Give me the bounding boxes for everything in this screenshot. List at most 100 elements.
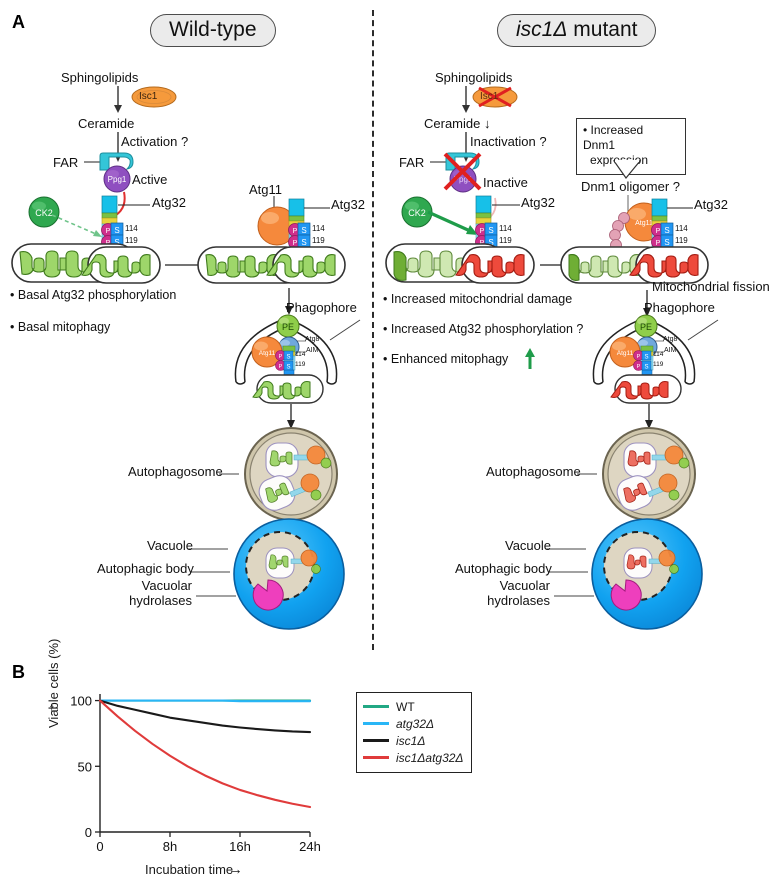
right-bullet-0: • Increased mitochondrial damage [383, 292, 573, 306]
right-phagophore-leader [687, 319, 719, 341]
dnm1-box-line1: • Increased Dnm1 [583, 123, 644, 152]
right-phago-serine-119: S [641, 360, 652, 371]
legend-item[interactable]: isc1Δ [363, 732, 463, 749]
left-phago-serine-114: S [283, 350, 294, 361]
legend-item[interactable]: WT [363, 698, 463, 715]
right-sphingolipids-label: Sphingolipids [435, 70, 513, 85]
svg-text:Atg11: Atg11 [635, 220, 653, 227]
x-axis-title: Incubation time [145, 862, 234, 877]
legend-label: WT [396, 699, 415, 714]
svg-text:CK2: CK2 [35, 208, 53, 218]
left-hydrolases-label-line1: Vacuolar [141, 578, 192, 593]
left-vacuole-leader [188, 548, 228, 550]
legend-label: isc1Δ [396, 733, 426, 748]
left-ceramide-label: Ceramide [78, 116, 135, 131]
left-vacuole [233, 518, 345, 630]
panel-divider [372, 10, 374, 650]
legend-item[interactable]: isc1Δatg32Δ [363, 749, 463, 766]
left-mitochondrion-round [81, 246, 161, 284]
left-phago-114-number: 114 [295, 351, 306, 358]
y-axis-arrow: ↑ [48, 700, 56, 717]
svg-text:S: S [488, 238, 493, 247]
left-ck2-phospho-dashed-arrow [51, 214, 102, 237]
left-activation-label: Activation ? [121, 134, 189, 149]
left-arrow-sphingo-ceramide [114, 86, 122, 113]
panel-b-letter: B [12, 662, 25, 682]
svg-text:Ppg1: Ppg1 [454, 175, 473, 184]
right-phago-114-number: 114 [653, 351, 664, 358]
svg-text:PE: PE [640, 322, 652, 332]
svg-text:S: S [644, 365, 648, 371]
left-pe-molecule: PE [276, 314, 300, 338]
y-tick-label: 0 [85, 825, 92, 840]
left-aim-leader [296, 351, 306, 353]
right-atg8-leader [655, 340, 664, 342]
right-atg32-leader-line [492, 204, 520, 206]
svg-text:S: S [301, 238, 306, 247]
right-site-114-number: 114 [499, 224, 512, 233]
right-vacuole-label: Vacuole [505, 538, 552, 553]
legend-label: isc1Δatg32Δ [396, 750, 464, 765]
right-mitochondrion-round-damaged [455, 246, 535, 284]
series-paths [98, 699, 312, 809]
right-inactive-label: Inactive [483, 175, 528, 190]
series-line [98, 699, 312, 734]
left-hydrolases-leader [196, 595, 236, 597]
svg-text:S: S [301, 226, 306, 235]
legend-swatch [363, 739, 389, 742]
x-tick-label: 24h [299, 839, 321, 854]
legend-item[interactable]: atg32Δ [363, 715, 463, 732]
series-line [98, 699, 312, 809]
left-autophagosome-label: Autophagosome [128, 464, 223, 479]
right-autophagosome-label: Autophagosome [486, 464, 581, 479]
right-bullet-1: • Increased Atg32 phosphorylation ? [383, 322, 584, 336]
legend-label: atg32Δ [396, 716, 435, 731]
x-tick-label: 16h [229, 839, 251, 854]
legend-swatch [363, 722, 389, 725]
left-atg32-label: Atg32 [152, 195, 186, 210]
right-hydrolases-label-line2: hydrolases [487, 593, 550, 608]
svg-text:S: S [488, 226, 493, 235]
y-tick-label: 100 [70, 694, 92, 709]
right-aim-label: AIM [664, 347, 677, 354]
svg-text:P: P [293, 228, 298, 235]
left-phagophore-atg11: Atg11 [251, 336, 283, 368]
x-tick-label: 8h [163, 839, 177, 854]
right-autophagic-body-leader [548, 571, 588, 573]
isc1-mutant-title-pill: isc1Δ mutant [497, 14, 657, 48]
left-atg8-leader [297, 340, 306, 342]
panel-a-letter: A [12, 12, 25, 32]
dnm1-oligomer-label: Dnm1 oligomer ? [581, 179, 680, 194]
left-site-114-number: 114 [125, 224, 138, 233]
dnm1-callout-tail [612, 159, 642, 179]
left-autophagic-body-leader [190, 571, 230, 573]
right-ck2-phospho-arrow [427, 210, 478, 235]
right-autophagosome-leader [577, 473, 597, 475]
left-stage2-site-114-number: 114 [312, 224, 325, 233]
x-tick-group: 0 8h 16h 24h [96, 832, 321, 854]
left-atg32-leader-line [118, 204, 150, 206]
right-arrow-to-autophagosome [645, 404, 653, 429]
left-serine-114-icon: S [110, 222, 124, 236]
svg-text:P: P [279, 354, 283, 360]
left-bullet-0: • Basal Atg32 phosphorylation [10, 288, 177, 302]
right-ck2-kinase: CK2 [401, 196, 433, 228]
svg-text:Ppg1: Ppg1 [108, 175, 127, 184]
svg-text:P: P [293, 240, 298, 247]
series-line [98, 699, 312, 703]
left-isc1-enzyme [131, 86, 177, 108]
svg-text:S: S [664, 238, 669, 247]
wild-type-title-pill: Wild-type [150, 14, 276, 48]
svg-text:PE: PE [282, 322, 294, 332]
right-inactivation-label: Inactivation ? [470, 134, 547, 149]
right-far-ppg1-complex-inactive: Ppg1 [430, 152, 482, 193]
right-site-119-number: 119 [499, 236, 512, 245]
right-pe-molecule: PE [634, 314, 658, 338]
y-tick-group: 0 50 100 [70, 694, 100, 840]
wild-type-title-text: Wild-type [169, 18, 257, 41]
x-axis-arrow: → [228, 861, 243, 878]
svg-text:P: P [637, 354, 641, 360]
right-arrow-sphingo-ceramide [462, 86, 470, 113]
left-autophagosome-leader [219, 473, 239, 475]
svg-text:Atg11: Atg11 [617, 350, 634, 357]
